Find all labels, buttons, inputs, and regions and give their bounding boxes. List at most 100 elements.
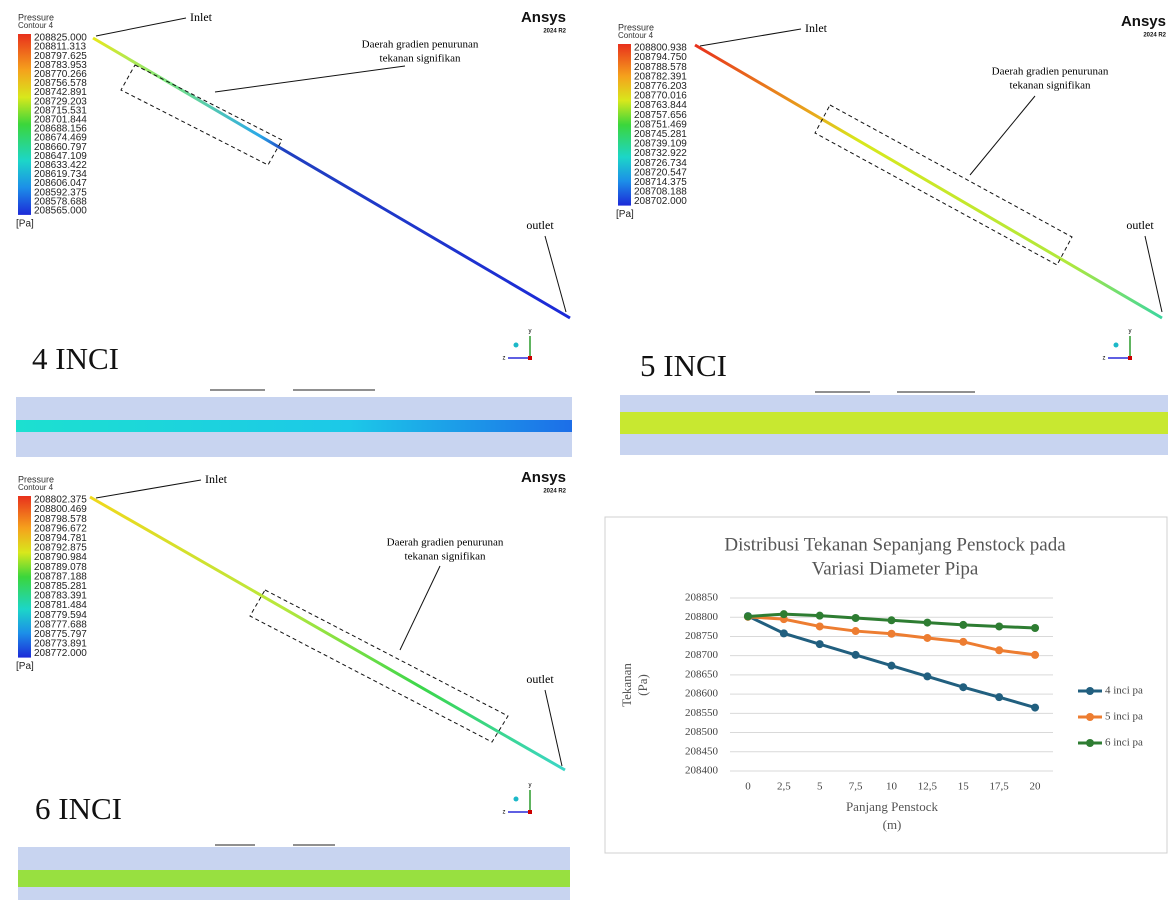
legend-value: 208772.000	[34, 648, 87, 659]
triad-y: y	[1129, 329, 1132, 335]
y-tick-label: 208650	[685, 668, 719, 680]
logo: Ansys	[1121, 13, 1166, 30]
y-tick-label: 208450	[685, 745, 719, 757]
legend-subtitle: Contour 4	[618, 31, 654, 40]
series-marker	[780, 610, 788, 618]
chart-title: Variasi Diameter Pipa	[812, 558, 979, 579]
legend-subtitle: Contour 4	[18, 483, 54, 492]
outlet-label: outlet	[526, 218, 554, 232]
series-marker	[888, 630, 896, 638]
series-marker	[995, 622, 1003, 630]
triad-origin	[1128, 356, 1132, 360]
legend-marker	[1086, 739, 1094, 747]
case-label: 6 INCI	[35, 791, 122, 826]
pipe	[93, 38, 570, 318]
series-marker	[959, 638, 967, 646]
version: 2024 R2	[543, 29, 566, 35]
legend-marker	[1086, 713, 1094, 721]
series-marker	[852, 651, 860, 659]
y-axis-title: Tekanan	[619, 663, 634, 707]
legend-unit: [Pa]	[616, 209, 634, 220]
leader	[970, 96, 1035, 175]
x-axis-title: (m)	[883, 817, 902, 832]
leader	[1145, 236, 1162, 312]
y-tick-label: 208700	[685, 649, 719, 661]
case-label: 5 INCI	[640, 348, 727, 383]
series-marker	[1031, 704, 1039, 712]
series-marker	[780, 629, 788, 637]
series-marker	[995, 693, 1003, 701]
series-marker	[888, 662, 896, 670]
triad-origin	[528, 810, 532, 814]
legend-marker	[1086, 687, 1094, 695]
legend-subtitle: Contour 4	[18, 21, 54, 30]
series-marker	[816, 622, 824, 630]
colorbar	[18, 496, 31, 658]
x-tick-label: 0	[745, 781, 751, 793]
series-marker	[888, 616, 896, 624]
region-label: Daerah gradien penurunan	[992, 66, 1109, 78]
x-tick-label: 12,5	[918, 781, 938, 793]
page: PressureContour 4208825.000208811.313208…	[0, 0, 1168, 908]
region-label: Daerah gradien penurunan	[362, 39, 479, 51]
version: 2024 R2	[1143, 33, 1166, 39]
leader	[400, 566, 440, 650]
version: 2024 R2	[543, 489, 566, 495]
triad-origin	[528, 356, 532, 360]
region-label: tekanan signifikan	[380, 53, 461, 65]
section-flow	[16, 420, 572, 432]
region-label: Daerah gradien penurunan	[387, 537, 504, 549]
triad-dot	[1114, 343, 1119, 348]
series-marker	[1031, 651, 1039, 659]
leader	[545, 690, 562, 766]
triad-y: y	[529, 783, 532, 789]
series-marker	[923, 619, 931, 627]
triad-dot	[514, 343, 519, 348]
legend-unit: [Pa]	[16, 661, 34, 672]
y-tick-label: 208400	[685, 765, 719, 777]
leader	[215, 66, 405, 92]
inlet-label: Inlet	[205, 472, 228, 486]
triad-z: z	[503, 810, 506, 816]
series-marker	[744, 612, 752, 620]
leader	[96, 18, 186, 36]
x-tick-label: 15	[958, 781, 970, 793]
region-box	[815, 105, 1072, 265]
y-tick-label: 208550	[685, 707, 719, 719]
region-label: tekanan signifikan	[405, 551, 486, 563]
leader	[545, 236, 566, 312]
region-box	[121, 65, 282, 165]
x-tick-label: 5	[817, 781, 823, 793]
outlet-label: outlet	[526, 672, 554, 686]
logo: Ansys	[521, 469, 566, 486]
x-tick-label: 17,5	[990, 781, 1010, 793]
leader	[96, 480, 201, 498]
series-marker	[852, 614, 860, 622]
x-axis-title: Panjang Penstock	[846, 799, 939, 814]
figure: PressureContour 4208825.000208811.313208…	[0, 0, 1168, 903]
legend-unit: [Pa]	[16, 219, 34, 230]
colorbar	[618, 44, 631, 206]
triad-dot	[514, 797, 519, 802]
section-flow	[18, 870, 570, 887]
legend-label: 5 inci pa	[1105, 711, 1143, 723]
triad-z: z	[1103, 356, 1106, 362]
y-tick-label: 208500	[685, 726, 719, 738]
series-marker	[816, 640, 824, 648]
y-tick-label: 208850	[685, 592, 719, 604]
outlet-label: outlet	[1126, 218, 1154, 232]
y-tick-label: 208600	[685, 688, 719, 700]
series-marker	[1031, 624, 1039, 632]
section-flow	[620, 412, 1168, 434]
triad-y: y	[529, 329, 532, 335]
inlet-label: Inlet	[805, 21, 828, 35]
pipe	[695, 45, 1162, 318]
series-marker	[959, 621, 967, 629]
leader	[700, 29, 801, 46]
case-label: 4 INCI	[32, 341, 119, 376]
y-tick-label: 208750	[685, 630, 719, 642]
legend-label: 6 inci pa	[1105, 737, 1143, 749]
legend-value: 208565.000	[34, 206, 87, 217]
chart-title: Distribusi Tekanan Sepanjang Penstock pa…	[724, 534, 1066, 555]
series-marker	[959, 683, 967, 691]
